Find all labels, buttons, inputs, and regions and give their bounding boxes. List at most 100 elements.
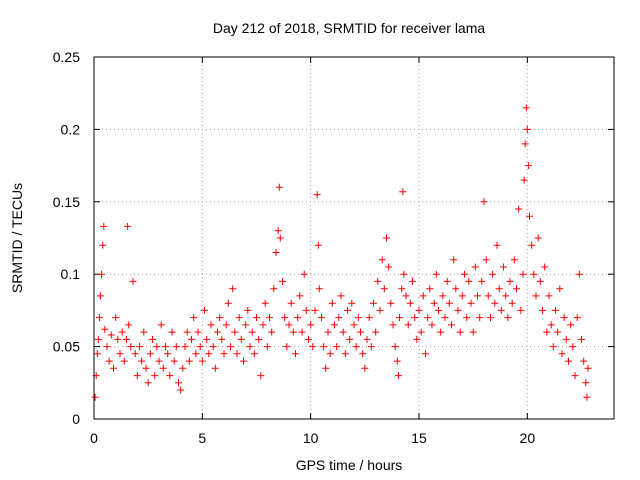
data-point xyxy=(309,343,317,351)
data-point xyxy=(387,299,395,307)
data-point xyxy=(285,321,293,329)
data-point xyxy=(348,299,356,307)
data-point xyxy=(263,343,271,351)
data-point xyxy=(120,357,128,365)
data-point xyxy=(456,328,464,336)
data-point xyxy=(103,343,111,351)
data-point xyxy=(504,314,512,322)
data-point xyxy=(521,140,529,148)
data-point xyxy=(198,357,206,365)
data-point xyxy=(205,350,213,358)
data-point xyxy=(146,350,154,358)
data-point xyxy=(445,299,453,307)
data-point xyxy=(322,364,330,372)
data-point xyxy=(292,350,299,358)
x-tick-label: 10 xyxy=(303,430,319,446)
data-point xyxy=(393,357,401,365)
data-point xyxy=(476,314,484,322)
data-point xyxy=(534,234,542,242)
data-point xyxy=(272,249,280,256)
data-point xyxy=(203,335,211,343)
data-point xyxy=(532,292,540,300)
data-point xyxy=(539,306,546,314)
data-point xyxy=(276,234,284,242)
data-point xyxy=(346,335,354,343)
data-point xyxy=(318,314,325,322)
data-point xyxy=(361,364,369,372)
data-point xyxy=(398,285,406,293)
data-point xyxy=(244,306,252,314)
data-point xyxy=(526,212,533,220)
data-point xyxy=(105,357,113,365)
data-point xyxy=(257,372,265,380)
data-point xyxy=(519,270,527,278)
data-point xyxy=(125,321,133,329)
data-point xyxy=(541,263,549,271)
data-point xyxy=(380,285,388,293)
data-point xyxy=(426,285,434,293)
data-point xyxy=(411,314,419,322)
data-point xyxy=(240,357,247,365)
data-point xyxy=(385,263,393,271)
data-point xyxy=(489,270,497,278)
data-point xyxy=(133,372,141,380)
data-point xyxy=(582,379,590,387)
y-tick-label: 0.25 xyxy=(53,49,80,65)
data-point xyxy=(383,234,390,242)
data-point xyxy=(242,321,250,329)
y-tick-label: 0.2 xyxy=(61,121,81,137)
data-points xyxy=(91,104,592,401)
data-point xyxy=(314,241,322,249)
data-point xyxy=(116,350,124,358)
data-point xyxy=(211,364,219,372)
data-point xyxy=(450,256,458,264)
y-tick-label: 0 xyxy=(72,411,80,427)
data-point xyxy=(281,314,289,322)
data-point xyxy=(441,314,449,322)
data-point xyxy=(482,256,490,264)
data-point xyxy=(517,306,525,314)
data-point xyxy=(549,343,557,351)
data-point xyxy=(510,256,518,264)
data-point xyxy=(91,393,99,401)
data-point xyxy=(266,314,273,322)
data-point xyxy=(270,285,278,293)
data-point xyxy=(259,321,267,329)
data-point xyxy=(151,372,159,380)
data-point xyxy=(207,321,215,329)
data-point xyxy=(536,277,544,285)
data-point xyxy=(294,314,302,322)
data-point xyxy=(324,328,332,336)
data-point xyxy=(94,335,102,343)
data-point xyxy=(255,335,263,343)
data-point xyxy=(583,393,591,401)
data-point xyxy=(283,343,291,351)
data-point xyxy=(237,335,245,343)
data-point xyxy=(201,306,208,314)
data-point xyxy=(376,306,384,314)
data-point xyxy=(144,379,152,387)
data-point xyxy=(214,328,221,336)
data-point xyxy=(419,292,427,300)
data-point xyxy=(289,328,297,336)
data-point xyxy=(359,350,367,358)
data-point xyxy=(406,299,414,307)
data-point xyxy=(357,328,364,336)
data-point xyxy=(302,306,310,314)
data-point xyxy=(523,125,531,133)
y-tick-label: 0.1 xyxy=(61,266,81,282)
data-point xyxy=(437,328,445,336)
data-point xyxy=(399,188,407,196)
x-tick-label: 20 xyxy=(520,430,536,446)
data-point xyxy=(157,321,165,329)
data-point xyxy=(556,285,564,293)
data-point xyxy=(558,350,566,358)
data-point xyxy=(435,306,442,314)
data-point xyxy=(250,350,258,358)
data-point xyxy=(229,285,237,293)
data-point xyxy=(209,343,217,351)
x-tick-label: 15 xyxy=(411,430,427,446)
data-point xyxy=(172,343,180,351)
data-point xyxy=(573,314,581,322)
data-point xyxy=(166,372,174,380)
